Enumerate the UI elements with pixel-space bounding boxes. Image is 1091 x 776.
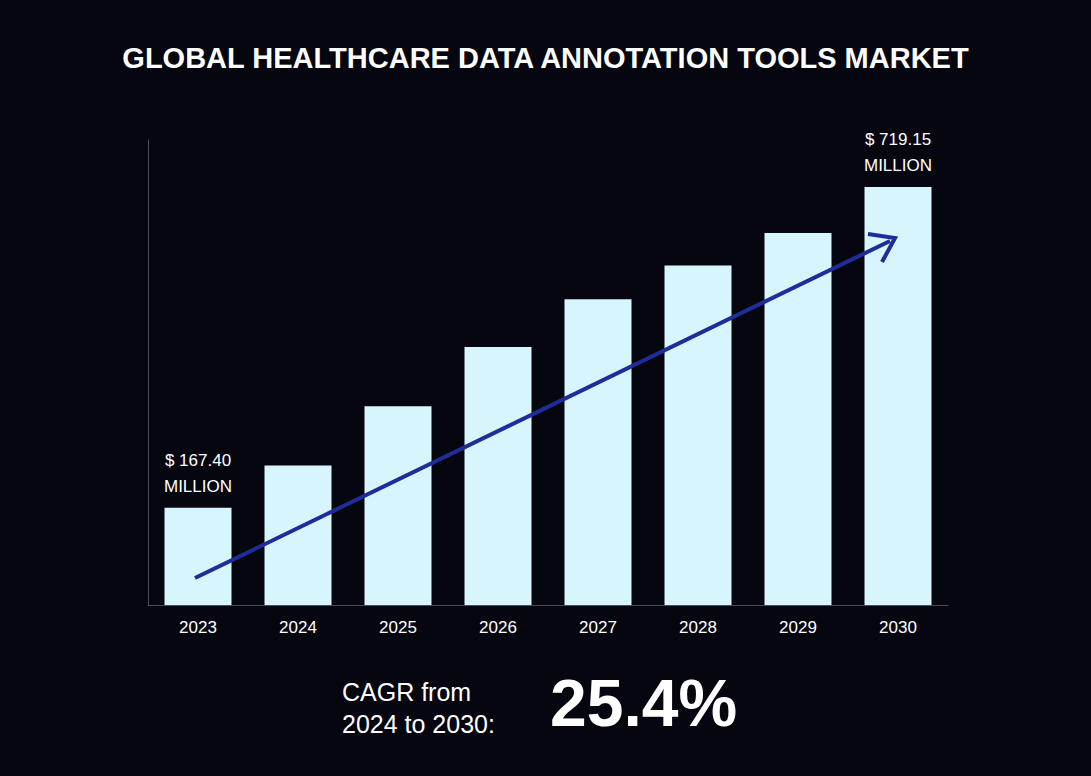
- svg-text:2025: 2025: [379, 618, 417, 637]
- svg-text:MILLION: MILLION: [864, 156, 932, 175]
- svg-text:2029: 2029: [779, 618, 817, 637]
- svg-text:2028: 2028: [679, 618, 717, 637]
- svg-text:MILLION: MILLION: [164, 477, 232, 496]
- svg-text:$ 167.40: $ 167.40: [165, 451, 231, 470]
- svg-text:2030: 2030: [879, 618, 917, 637]
- svg-text:2026: 2026: [479, 618, 517, 637]
- svg-text:25.4%: 25.4%: [550, 666, 737, 740]
- svg-text:2027: 2027: [579, 618, 617, 637]
- svg-text:2024 to 2030:: 2024 to 2030:: [342, 710, 495, 738]
- svg-text:2024: 2024: [279, 618, 317, 637]
- svg-text:GLOBAL HEALTHCARE DATA ANNOTAT: GLOBAL HEALTHCARE DATA ANNOTATION TOOLS …: [122, 42, 969, 74]
- svg-text:$ 719.15: $ 719.15: [865, 130, 931, 149]
- svg-text:2023: 2023: [179, 618, 217, 637]
- svg-text:CAGR from: CAGR from: [342, 678, 471, 706]
